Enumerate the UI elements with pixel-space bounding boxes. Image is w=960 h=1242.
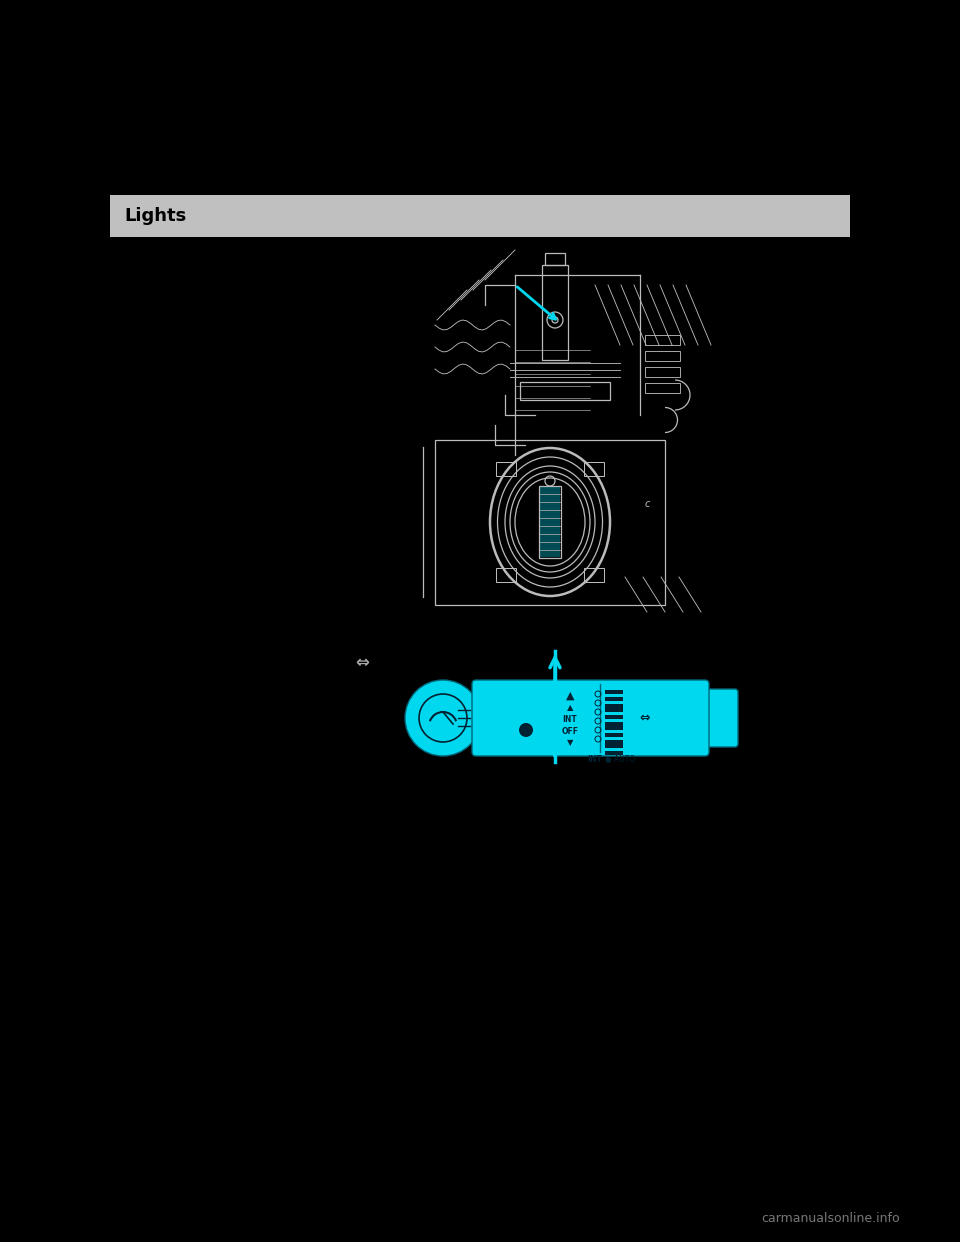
Bar: [645, 335, 680, 345]
Text: ▲: ▲: [565, 691, 574, 700]
Bar: [605, 751, 623, 755]
Text: Lights: Lights: [124, 207, 186, 225]
Text: ▼: ▼: [566, 739, 573, 748]
Circle shape: [405, 681, 481, 756]
Text: ● AUTO: ● AUTO: [605, 755, 636, 764]
Bar: [584, 568, 604, 582]
Text: ⇔: ⇔: [639, 712, 650, 724]
Text: ⇔: ⇔: [355, 655, 369, 672]
Text: INT: INT: [563, 715, 577, 724]
Text: carmanualsonline.info: carmanualsonline.info: [761, 1212, 900, 1225]
Text: c: c: [645, 499, 650, 509]
Bar: [605, 715, 623, 719]
Bar: [605, 691, 623, 694]
FancyBboxPatch shape: [692, 689, 738, 746]
Bar: [605, 704, 623, 712]
Bar: [605, 697, 623, 700]
Bar: [542, 265, 568, 360]
Bar: [645, 383, 680, 392]
Bar: [584, 462, 604, 476]
Text: ▲: ▲: [566, 703, 573, 713]
Bar: [539, 486, 561, 558]
FancyBboxPatch shape: [472, 681, 709, 756]
Circle shape: [519, 723, 533, 737]
Bar: [540, 487, 560, 556]
Bar: [645, 351, 680, 361]
Bar: [496, 568, 516, 582]
Bar: [605, 722, 623, 730]
Bar: [645, 366, 680, 378]
Text: INT: INT: [588, 755, 602, 764]
Bar: [605, 740, 623, 748]
Bar: [496, 462, 516, 476]
Bar: [605, 733, 623, 737]
Bar: [545, 253, 565, 265]
Bar: [520, 383, 610, 400]
Bar: [435, 440, 665, 605]
Text: OFF: OFF: [562, 728, 579, 737]
Bar: [110, 195, 850, 237]
